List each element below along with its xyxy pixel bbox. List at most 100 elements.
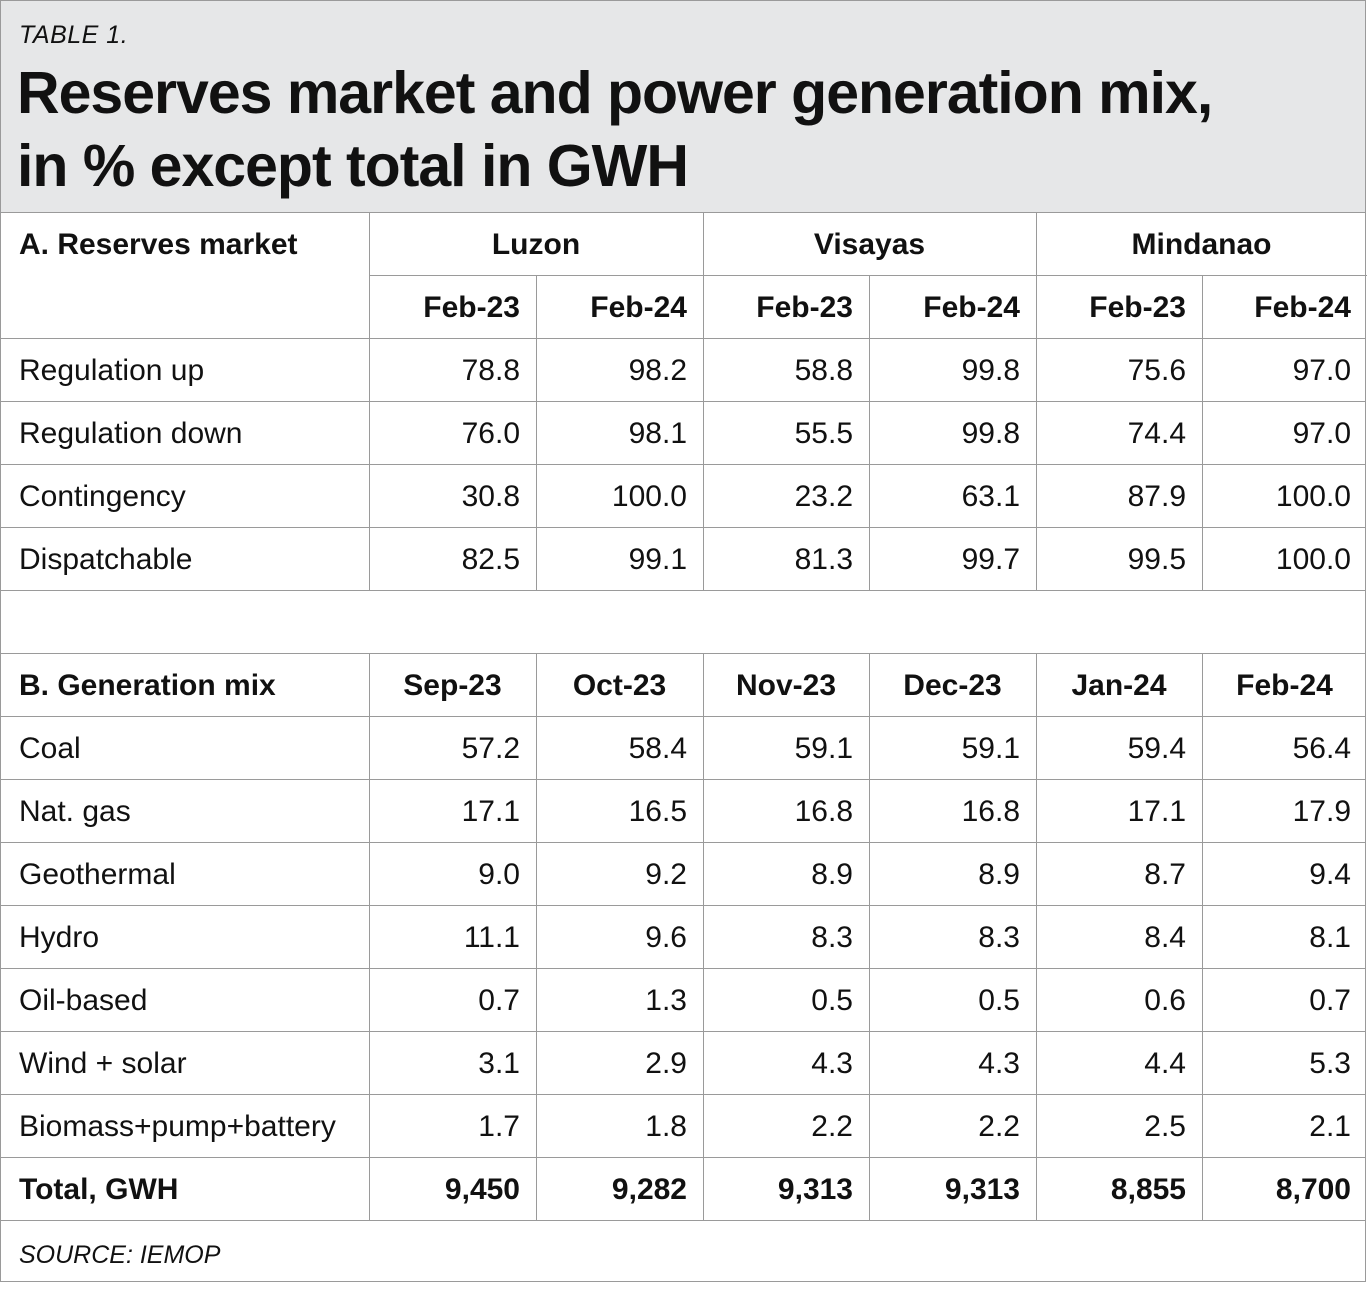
month-header: Feb-24: [1236, 669, 1333, 702]
table-row: Dispatchable 82.5 99.1 81.3 99.7 99.5 100.0: [1, 528, 1365, 591]
month-header: Sep-23: [403, 669, 502, 702]
table-row: Regulation up 78.8 98.2 58.8 99.8 75.6 97.0: [1, 339, 1365, 402]
data-cell: 17.9: [1292, 795, 1351, 828]
data-cell: 2.2: [978, 1110, 1020, 1143]
data-cell: 87.9: [1127, 480, 1186, 513]
data-cell: 98.1: [628, 417, 687, 450]
period-header: Feb-24: [1254, 291, 1351, 324]
row-label: Oil-based: [19, 984, 148, 1017]
row-label: Geothermal: [19, 858, 176, 891]
group-header-rule: [369, 275, 1367, 276]
data-cell: 0.5: [978, 984, 1020, 1017]
data-cell: 17.1: [1127, 795, 1186, 828]
data-cell: 99.8: [961, 417, 1020, 450]
table-row: Wind + solar 3.1 2.9 4.3 4.3 4.4 5.3: [1, 1032, 1365, 1095]
data-cell: 16.5: [628, 795, 687, 828]
total-cell: 9,313: [777, 1173, 853, 1206]
data-cell: 99.8: [961, 354, 1020, 387]
section-a-header-row: A. Reserves market Luzon Visayas Mindanao: [1, 213, 1365, 276]
data-cell: 98.2: [628, 354, 687, 387]
total-cell: 8,855: [1110, 1173, 1186, 1206]
data-cell: 9.6: [645, 921, 687, 954]
data-cell: 0.7: [1309, 984, 1351, 1017]
data-cell: 99.1: [628, 543, 687, 576]
data-cell: 4.4: [1144, 1047, 1186, 1080]
column-divider: [369, 213, 370, 591]
data-cell: 23.2: [794, 480, 853, 513]
data-cell: 5.3: [1309, 1047, 1351, 1080]
table-row: Geothermal 9.0 9.2 8.9 8.9 8.7 9.4: [1, 843, 1365, 906]
data-cell: 82.5: [461, 543, 520, 576]
data-cell: 0.6: [1144, 984, 1186, 1017]
data-cell: 17.1: [461, 795, 520, 828]
data-cell: 59.1: [961, 732, 1020, 765]
data-cell: 8.3: [978, 921, 1020, 954]
total-cell: 9,450: [444, 1173, 520, 1206]
section-a-title: A. Reserves market: [19, 228, 298, 261]
table-header: TABLE 1. Reserves market and power gener…: [1, 1, 1365, 213]
data-cell: 1.8: [645, 1110, 687, 1143]
data-cell: 97.0: [1292, 354, 1351, 387]
section-spacer: [1, 591, 1365, 654]
month-header: Jan-24: [1071, 669, 1167, 702]
column-divider: [869, 276, 870, 591]
total-cell: 9,282: [611, 1173, 687, 1206]
data-cell: 16.8: [961, 795, 1020, 828]
data-cell: 2.2: [811, 1110, 853, 1143]
data-cell: 4.3: [811, 1047, 853, 1080]
data-cell: 58.8: [794, 354, 853, 387]
data-cell: 75.6: [1127, 354, 1186, 387]
data-cell: 63.1: [961, 480, 1020, 513]
period-header: Feb-24: [590, 291, 687, 324]
data-cell: 100.0: [1275, 543, 1351, 576]
table-row: Contingency 30.8 100.0 23.2 63.1 87.9 100.0: [1, 465, 1365, 528]
month-header: Dec-23: [903, 669, 1002, 702]
section-b-title: B. Generation mix: [19, 669, 276, 702]
period-header: Feb-24: [923, 291, 1020, 324]
table-label: TABLE 1.: [19, 21, 129, 49]
data-cell: 1.3: [645, 984, 687, 1017]
data-cell: 1.7: [478, 1110, 520, 1143]
total-label: Total, GWH: [19, 1173, 179, 1206]
data-cell: 0.7: [478, 984, 520, 1017]
data-cell: 57.2: [461, 732, 520, 765]
total-cell: 8,700: [1275, 1173, 1351, 1206]
data-cell: 8.3: [811, 921, 853, 954]
data-cell: 8.9: [811, 858, 853, 891]
data-cell: 59.4: [1127, 732, 1186, 765]
table-row: Hydro 11.1 9.6 8.3 8.3 8.4 8.1: [1, 906, 1365, 969]
period-header: Feb-23: [1089, 291, 1186, 324]
row-label: Regulation down: [19, 417, 243, 450]
table-row: Oil-based 0.7 1.3 0.5 0.5 0.6 0.7: [1, 969, 1365, 1032]
title-line-2: in % except total in GWH: [17, 133, 689, 199]
row-label: Contingency: [19, 480, 186, 513]
row-label: Dispatchable: [19, 543, 193, 576]
data-cell: 9.0: [478, 858, 520, 891]
table-row: Coal 57.2 58.4 59.1 59.1 59.4 56.4: [1, 717, 1365, 780]
row-label: Hydro: [19, 921, 100, 954]
row-label: Biomass+pump+battery: [19, 1110, 336, 1143]
table-row: Biomass+pump+battery 1.7 1.8 2.2 2.2 2.5 2.1: [1, 1095, 1365, 1158]
data-cell: 16.8: [794, 795, 853, 828]
data-cell: 8.4: [1144, 921, 1186, 954]
month-header: Oct-23: [572, 669, 667, 702]
column-divider: [369, 654, 370, 1221]
column-divider: [536, 654, 537, 1221]
section-b-header-row: B. Generation mix Sep-23 Oct-23 Nov-23 Dec-2…: [1, 654, 1365, 717]
row-label: Regulation up: [19, 354, 205, 387]
month-header: Nov-23: [735, 669, 837, 702]
section-a-period-row: Feb-23 Feb-24 Feb-23 Feb-24 Feb-23 Feb-24: [1, 276, 1365, 339]
data-cell: 2.5: [1144, 1110, 1186, 1143]
data-cell: 81.3: [794, 543, 853, 576]
data-cell: 99.7: [961, 543, 1020, 576]
region-header: Luzon: [491, 228, 581, 261]
row-label: Wind + solar: [19, 1047, 187, 1080]
data-cell: 8.7: [1144, 858, 1186, 891]
column-divider: [869, 654, 870, 1221]
data-cell: 9.4: [1309, 858, 1351, 891]
column-divider: [703, 654, 704, 1221]
data-cell: 58.4: [628, 732, 687, 765]
total-row: Total, GWH 9,450 9,282 9,313 9,313 8,855 8,700: [1, 1158, 1365, 1221]
column-divider: [703, 213, 704, 591]
